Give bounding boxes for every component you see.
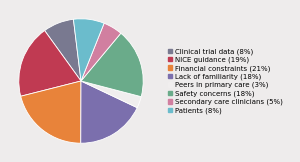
Wedge shape: [81, 81, 141, 108]
Wedge shape: [45, 19, 81, 81]
Wedge shape: [81, 23, 121, 81]
Wedge shape: [81, 81, 137, 143]
Wedge shape: [74, 19, 104, 81]
Wedge shape: [19, 31, 81, 96]
Legend: Clinical trial data (8%), NICE guidance (19%), Financial constraints (21%), Lack: Clinical trial data (8%), NICE guidance …: [168, 48, 282, 114]
Wedge shape: [21, 81, 81, 143]
Wedge shape: [81, 33, 143, 97]
